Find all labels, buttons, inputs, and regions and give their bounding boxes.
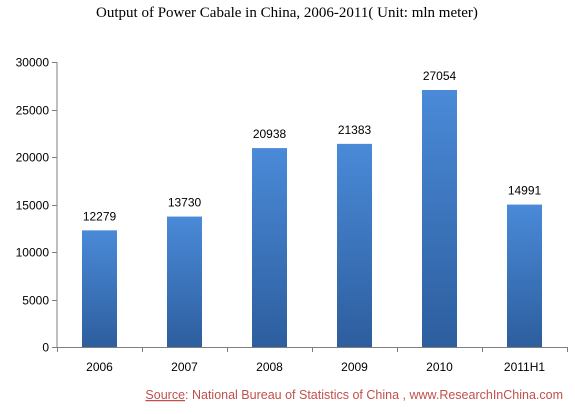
bar — [252, 148, 287, 347]
data-label: 20938 — [253, 127, 287, 141]
data-label: 13730 — [168, 196, 202, 210]
x-tick-label: 2011H1 — [504, 360, 545, 374]
data-label: 14991 — [508, 184, 542, 198]
bar — [507, 204, 542, 347]
data-label: 21383 — [338, 123, 372, 137]
source-note: Source: National Bureau of Statistics of… — [145, 388, 563, 402]
bars — [82, 89, 542, 347]
y-tick-label: 15000 — [16, 199, 50, 213]
y-tick-label: 25000 — [16, 104, 50, 118]
data-label: 12279 — [83, 209, 117, 223]
y-tick-label: 10000 — [16, 246, 50, 260]
x-tick-label: 2008 — [256, 360, 283, 374]
x-tick-label: 2009 — [341, 360, 368, 374]
x-tick-label: 2007 — [171, 360, 198, 374]
data-labels: 12279 13730 20938 21383 27054 14991 — [83, 69, 542, 223]
bar — [337, 143, 372, 347]
bar — [422, 89, 457, 347]
y-axis: 0 5000 10000 15000 20000 25000 30000 — [16, 56, 58, 355]
source-text: : National Bureau of Statistics of China… — [185, 388, 563, 402]
source-link[interactable]: Source — [145, 388, 185, 402]
y-tick-label: 30000 — [16, 56, 50, 70]
x-axis: 2006 2007 2008 2009 2010 2011H1 — [57, 347, 568, 374]
bar — [82, 230, 117, 347]
bar — [167, 216, 202, 347]
x-tick-label: 2010 — [426, 360, 453, 374]
y-tick-label: 0 — [42, 341, 49, 355]
x-tick-label: 2006 — [86, 360, 113, 374]
y-tick-label: 5000 — [22, 294, 49, 308]
data-label: 27054 — [423, 69, 457, 83]
y-tick-label: 20000 — [16, 151, 50, 165]
chart-title: Output of Power Cabale in China, 2006-20… — [96, 5, 478, 21]
